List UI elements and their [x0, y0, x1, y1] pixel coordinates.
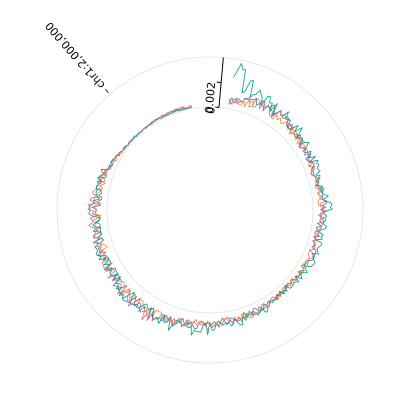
ring-axis: 00.002: [203, 57, 224, 115]
series-line-3: [88, 63, 333, 336]
position-ticks: chr1:2,000,000: [43, 19, 109, 94]
series-line-1: [91, 97, 328, 330]
radial-grid: [56, 56, 364, 364]
series-layer: [87, 63, 333, 336]
inner-ring: [106, 106, 314, 314]
outer-ring: [56, 56, 364, 364]
position-tick: [104, 88, 109, 94]
series-line-2: [92, 98, 325, 327]
ring-tick-label: 0.002: [203, 81, 219, 114]
position-tick-label: chr1:2,000,000: [43, 19, 108, 91]
ring-tick-label: 0: [204, 106, 218, 114]
series-line-4: [87, 97, 328, 331]
